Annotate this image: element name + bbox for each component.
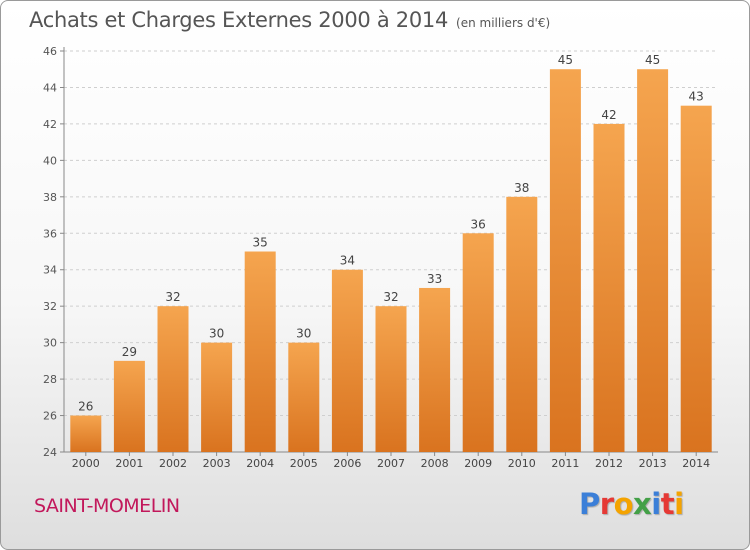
chart-title-text: Achats et Charges Externes 2000 à 2014 xyxy=(29,8,449,32)
data-label: 45 xyxy=(558,53,573,67)
logo-letter: o xyxy=(613,487,634,521)
data-label: 35 xyxy=(253,236,268,250)
chart-subtitle: (en milliers d'€) xyxy=(456,16,551,30)
y-tick-label: 36 xyxy=(43,227,57,240)
x-tick-label: 2010 xyxy=(508,457,536,470)
logo-letter: i xyxy=(651,487,661,521)
y-tick-label: 40 xyxy=(43,154,57,167)
data-label: 45 xyxy=(645,53,660,67)
bar xyxy=(244,251,276,452)
bar xyxy=(331,269,363,452)
y-tick-label: 44 xyxy=(43,81,57,94)
x-tick-label: 2006 xyxy=(333,457,361,470)
logo-letter: i xyxy=(674,487,684,521)
data-label: 30 xyxy=(209,327,224,341)
logo-letter: r xyxy=(599,487,614,521)
y-tick-label: 34 xyxy=(43,264,57,277)
bar xyxy=(70,415,102,452)
x-tick-label: 2008 xyxy=(421,457,449,470)
bar xyxy=(201,342,233,452)
bar xyxy=(593,123,625,452)
y-tick-label: 38 xyxy=(43,191,57,204)
data-label: 33 xyxy=(427,272,442,286)
bar xyxy=(288,342,320,452)
y-tick-label: 32 xyxy=(43,300,57,313)
x-tick-label: 2007 xyxy=(377,457,405,470)
x-tick-label: 2009 xyxy=(464,457,492,470)
bars-layer xyxy=(70,69,712,453)
x-tick-label: 2003 xyxy=(203,457,231,470)
x-tick-label: 2012 xyxy=(595,457,623,470)
x-tick-label: 2013 xyxy=(639,457,667,470)
logo-letter: t xyxy=(660,487,675,521)
city-name: SAINT-MOMELIN xyxy=(34,495,180,517)
y-tick-label: 28 xyxy=(43,373,57,386)
data-label: 29 xyxy=(122,345,137,359)
x-tick-label: 2001 xyxy=(115,457,143,470)
data-label: 30 xyxy=(296,327,311,341)
data-label: 42 xyxy=(601,108,616,122)
data-label: 32 xyxy=(165,290,180,304)
bar xyxy=(462,233,494,452)
data-label: 36 xyxy=(471,217,486,231)
x-tick-label: 2004 xyxy=(246,457,274,470)
x-tick-label: 2011 xyxy=(551,457,579,470)
proxiti-logo: Proxiti xyxy=(579,487,684,521)
x-tick-label: 2005 xyxy=(290,457,318,470)
y-tick-label: 30 xyxy=(43,337,57,350)
bar xyxy=(113,360,145,452)
chart-title: Achats et Charges Externes 2000 à 2014 (e… xyxy=(29,8,550,32)
logo-letter: P xyxy=(579,487,600,521)
data-label: 26 xyxy=(78,400,93,414)
bar xyxy=(637,69,669,453)
data-label: 32 xyxy=(383,290,398,304)
x-tick-label: 2000 xyxy=(72,457,100,470)
labels-layer: 26 29 32 30 35 30 34 32 33 36 38 45 42 45 43 xyxy=(78,53,704,413)
bar xyxy=(375,306,407,452)
x-tick-label: 2014 xyxy=(682,457,710,470)
bar xyxy=(419,287,451,452)
y-tick-label: 26 xyxy=(43,410,57,423)
bar xyxy=(506,196,538,452)
y-tick-label: 46 xyxy=(43,45,57,58)
logo-letter: x xyxy=(633,487,652,521)
y-tick-label: 24 xyxy=(43,446,57,459)
y-tick-label: 42 xyxy=(43,118,57,131)
data-label: 43 xyxy=(689,90,704,104)
bar xyxy=(157,306,189,452)
bar xyxy=(680,105,712,452)
data-label: 38 xyxy=(514,181,529,195)
bar xyxy=(549,69,581,453)
data-label: 34 xyxy=(340,254,355,268)
x-tick-label: 2002 xyxy=(159,457,187,470)
